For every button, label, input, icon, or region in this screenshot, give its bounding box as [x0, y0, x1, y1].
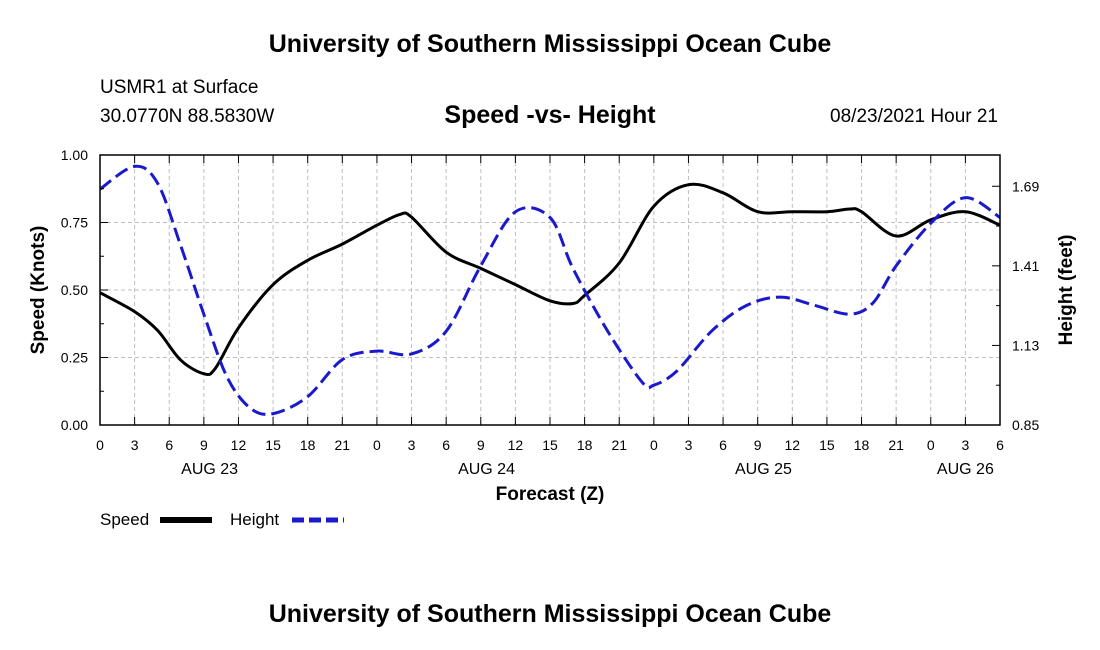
x-tick-label: 15 — [542, 437, 558, 453]
x-tick-label: 18 — [300, 437, 316, 453]
footer-title: University of Southern Mississippi Ocean… — [268, 600, 832, 628]
x-tick-label: 6 — [719, 437, 727, 453]
y-tick-label-left: 0.50 — [61, 282, 88, 298]
y-tick-label-right: 1.41 — [1012, 258, 1039, 274]
series-layer — [100, 164, 1000, 416]
x-tick-label: 21 — [888, 437, 904, 453]
y-tick-label-right: 1.69 — [1012, 178, 1039, 194]
x-tick-label: 6 — [165, 437, 173, 453]
x-tick-label: 0 — [96, 437, 104, 453]
x-tick-label: 21 — [611, 437, 627, 453]
x-tick-label: 12 — [785, 437, 801, 453]
x-tick-label: 12 — [231, 437, 247, 453]
x-tick-label: 21 — [335, 437, 351, 453]
legend-label-height: Height — [230, 510, 279, 529]
x-tick-label: 15 — [819, 437, 835, 453]
day-label: AUG 25 — [735, 461, 792, 478]
x-tick-label: 9 — [754, 437, 762, 453]
x-tick-label: 3 — [408, 437, 416, 453]
x-tick-label: 3 — [131, 437, 139, 453]
day-label: AUG 26 — [937, 461, 994, 478]
x-tick-label: 3 — [961, 437, 969, 453]
legend-label-speed: Speed — [100, 510, 149, 529]
y-tick-label-right: 0.85 — [1012, 417, 1039, 433]
y-tick-label-right: 1.13 — [1012, 337, 1039, 353]
x-tick-label: 15 — [265, 437, 281, 453]
x-tick-label: 6 — [442, 437, 450, 453]
x-tick-label: 9 — [200, 437, 208, 453]
x-tick-label: 0 — [927, 437, 935, 453]
forecast-datetime: 08/23/2021 Hour 21 — [830, 106, 998, 127]
x-tick-label: 18 — [854, 437, 870, 453]
legend: Speed Height — [100, 510, 344, 529]
day-label: AUG 23 — [181, 461, 238, 478]
day-label: AUG 24 — [458, 461, 515, 478]
y-tick-label-left: 1.00 — [61, 147, 88, 163]
station-name: USMR1 at Surface — [100, 77, 259, 98]
x-tick-label: 3 — [685, 437, 693, 453]
x-tick-label: 12 — [508, 437, 524, 453]
chart-subtitle: Speed -vs- Height — [444, 101, 656, 129]
y-tick-label-left: 0.75 — [61, 215, 88, 231]
y-tick-label-left: 0.00 — [61, 417, 88, 433]
x-tick-label: 6 — [996, 437, 1004, 453]
y-axis-label-left: Speed (Knots) — [28, 226, 49, 355]
x-tick-label: 18 — [577, 437, 593, 453]
x-axis-label: Forecast (Z) — [496, 484, 605, 505]
x-tick-label: 0 — [650, 437, 658, 453]
axis-layer: 0 3 6 9 12 15 18 21 0 3 6 9 12 15 18 21 0 3 6 9 12 15 18 21 0 3 6A… — [61, 147, 1040, 478]
series-line-speed — [100, 182, 1000, 377]
grid-layer — [100, 155, 1000, 425]
y-tick-label-left: 0.25 — [61, 350, 88, 366]
chart-main-title: University of Southern Mississippi Ocean… — [268, 30, 832, 58]
series-line-height — [100, 164, 1000, 416]
x-tick-label: 0 — [373, 437, 381, 453]
station-coordinates: 30.0770N 88.5830W — [100, 106, 275, 127]
y-axis-label-right: Height (feet) — [1056, 235, 1077, 346]
x-tick-label: 9 — [477, 437, 485, 453]
